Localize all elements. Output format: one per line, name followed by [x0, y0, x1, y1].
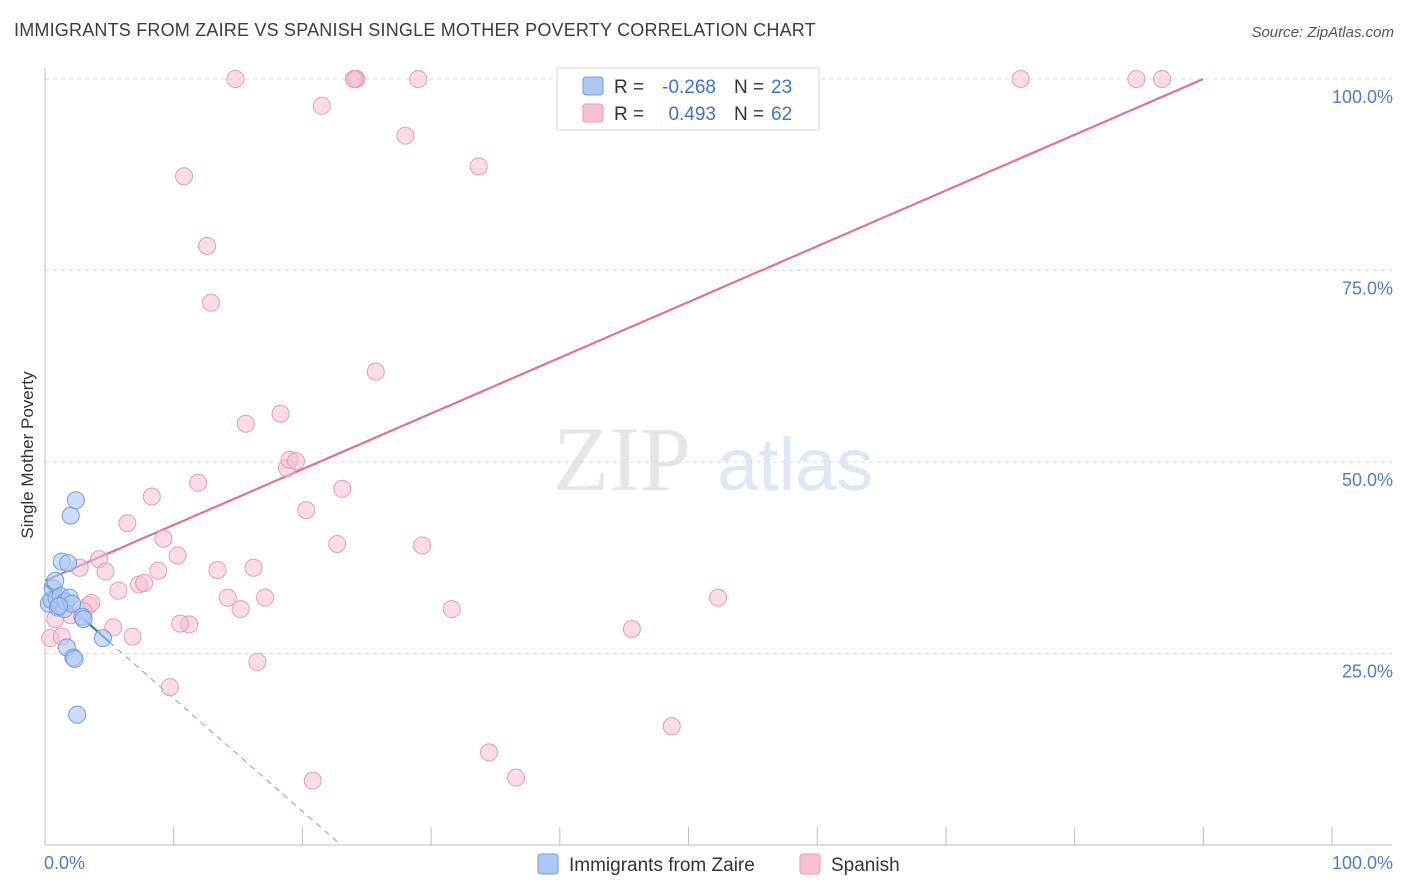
- point-spanish: [396, 126, 415, 145]
- watermark-atlas: atlas: [717, 423, 873, 506]
- point-spanish: [507, 768, 526, 787]
- point-spanish: [198, 236, 217, 255]
- watermark-zip: ZIP: [553, 408, 691, 510]
- point-spanish: [174, 167, 193, 186]
- data-points: [39, 70, 1172, 790]
- point-spanish: [248, 652, 267, 671]
- legend-label-zaire: Immigrants from Zaire: [569, 855, 755, 876]
- point-spanish: [328, 534, 347, 553]
- point-spanish: [1127, 70, 1146, 88]
- point-spanish: [366, 362, 385, 381]
- y-axis-label: Single Mother Poverty: [18, 371, 37, 539]
- trend-line-spanish: [44, 77, 1204, 582]
- point-spanish: [244, 558, 263, 577]
- point-spanish: [333, 479, 352, 498]
- point-spanish: [236, 414, 255, 433]
- point-spanish: [469, 157, 488, 176]
- point-spanish: [480, 743, 499, 762]
- point-spanish: [160, 678, 179, 697]
- point-spanish: [413, 536, 432, 555]
- point-spanish: [208, 561, 227, 580]
- gridlines: [45, 78, 1392, 654]
- point-zaire: [66, 491, 85, 510]
- point-zaire: [74, 610, 93, 629]
- y-tick-label: 25.0%: [1342, 662, 1393, 682]
- point-spanish: [154, 529, 173, 548]
- point-spanish: [149, 561, 168, 580]
- source-credit: Source: ZipAtlas.com: [1251, 24, 1394, 41]
- y-tick-label: 50.0%: [1342, 470, 1393, 490]
- point-zaire: [59, 554, 78, 573]
- point-spanish: [202, 293, 221, 312]
- point-spanish: [1011, 70, 1030, 88]
- point-spanish: [231, 600, 250, 619]
- point-spanish: [123, 627, 142, 646]
- point-spanish: [256, 588, 275, 607]
- legend-key-spanish: [799, 853, 821, 875]
- point-zaire: [93, 629, 112, 648]
- point-spanish: [109, 581, 128, 600]
- y-tick-label: 100.0%: [1332, 87, 1393, 107]
- legend-key-zaire: [537, 853, 559, 875]
- point-spanish: [142, 487, 161, 506]
- point-spanish: [312, 96, 331, 115]
- point-spanish: [218, 588, 237, 607]
- point-spanish: [135, 574, 154, 593]
- point-spanish: [168, 546, 187, 565]
- legend-n-value: 23: [771, 77, 792, 98]
- point-zaire: [46, 571, 65, 590]
- point-spanish: [286, 452, 305, 471]
- legend-r-label: R =: [614, 77, 644, 98]
- stats-legend: R = -0.268 N = 23 R = 0.493 N = 62: [556, 67, 820, 131]
- legend-n-label: N =: [734, 104, 764, 125]
- point-spanish: [171, 614, 190, 633]
- legend-n-label: N =: [734, 77, 764, 98]
- point-spanish: [297, 501, 316, 520]
- point-spanish: [189, 473, 208, 492]
- tick-labels: 25.0% 50.0% 75.0% 100.0% 0.0% 100.0%: [44, 87, 1393, 873]
- point-spanish: [118, 514, 137, 533]
- point-spanish: [96, 562, 115, 581]
- legend-r-value: -0.268: [662, 77, 716, 98]
- point-spanish: [709, 588, 728, 607]
- x-tick-label: 0.0%: [44, 853, 85, 873]
- point-spanish: [622, 619, 641, 638]
- legend-n-value: 62: [771, 104, 792, 125]
- axes: [44, 68, 1392, 846]
- point-spanish: [409, 70, 428, 88]
- point-zaire: [65, 649, 84, 668]
- series-legend: Immigrants from Zaire Spanish: [537, 853, 900, 876]
- legend-swatch-spanish: [582, 103, 604, 123]
- point-spanish: [662, 717, 681, 736]
- legend-swatch-zaire: [582, 76, 604, 96]
- point-spanish: [442, 600, 461, 619]
- legend-r-label: R =: [614, 104, 644, 125]
- point-zaire: [61, 506, 80, 525]
- point-spanish: [226, 70, 245, 88]
- trend-extension-zaire: [109, 641, 342, 846]
- y-tick-label: 75.0%: [1342, 279, 1393, 299]
- point-zaire: [50, 597, 69, 616]
- point-spanish: [1153, 70, 1172, 88]
- point-spanish: [271, 404, 290, 423]
- chart-title: IMMIGRANTS FROM ZAIRE VS SPANISH SINGLE …: [14, 20, 816, 40]
- point-spanish: [344, 70, 363, 88]
- x-tick-label: 100.0%: [1332, 853, 1393, 873]
- legend-label-spanish: Spanish: [831, 855, 900, 876]
- legend-r-value: 0.493: [668, 104, 716, 125]
- point-zaire: [68, 705, 87, 724]
- point-spanish: [303, 771, 322, 790]
